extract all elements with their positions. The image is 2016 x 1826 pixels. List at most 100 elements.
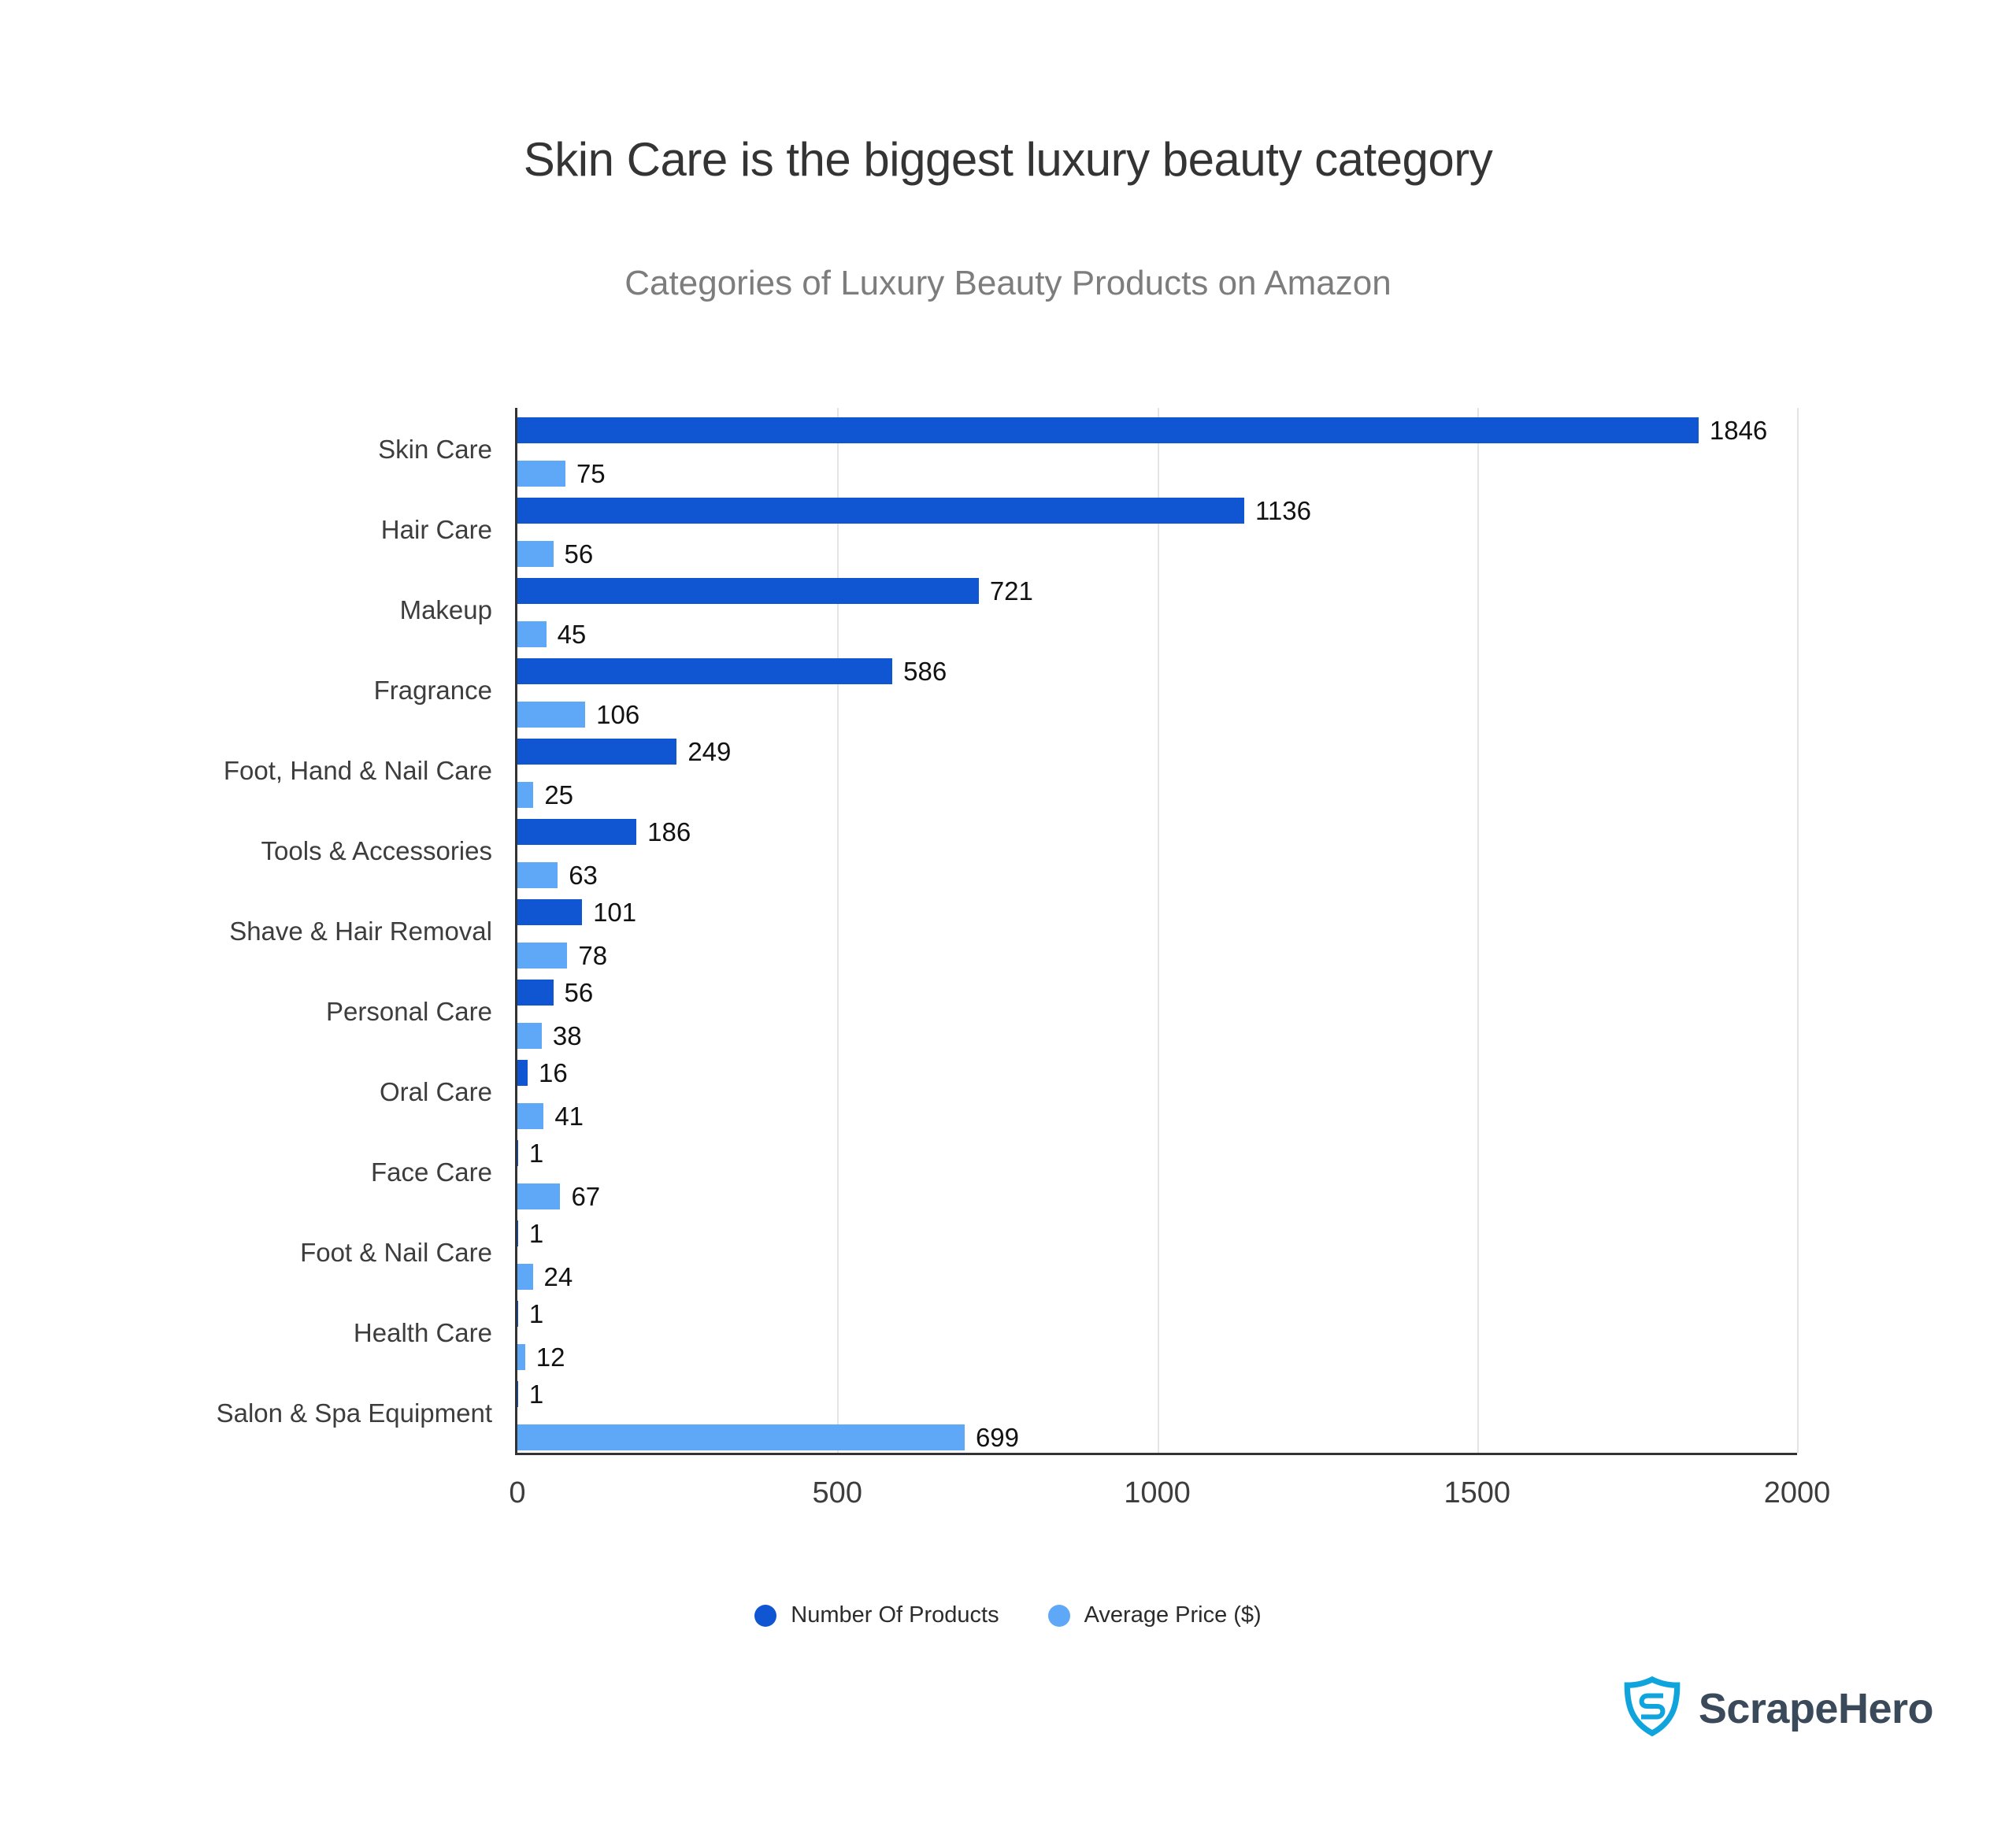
bar-row: Foot & Nail Care 1 24 <box>300 1219 1797 1291</box>
bar-value-label: 1 <box>528 1299 544 1328</box>
bar-products[interactable] <box>517 1301 518 1327</box>
category-label: Personal Care <box>326 997 492 1026</box>
bar-value-label: 186 <box>647 817 691 846</box>
bar-price[interactable] <box>517 1183 561 1209</box>
bar-products[interactable] <box>517 578 979 604</box>
bar-row: Hair Care 1136 56 <box>381 496 1797 569</box>
bar-products[interactable] <box>517 819 637 845</box>
category-label: Tools & Accessories <box>261 836 492 865</box>
bar-products[interactable] <box>517 739 677 765</box>
bar-price[interactable] <box>517 1264 533 1290</box>
bar-products[interactable] <box>517 658 893 684</box>
brand-logo[interactable]: ScrapeHero <box>1621 1676 1934 1741</box>
bar-value-label: 24 <box>543 1262 573 1291</box>
bar-value-label: 67 <box>571 1182 601 1211</box>
bar-value-label: 1 <box>528 1139 544 1168</box>
bar-price[interactable] <box>517 782 534 808</box>
bar-value-label: 56 <box>564 539 594 569</box>
legend-item[interactable]: Average Price ($) <box>1047 1602 1262 1628</box>
category-label: Makeup <box>399 595 492 624</box>
bar-value-label: 586 <box>903 657 947 686</box>
bar-price[interactable] <box>517 862 558 888</box>
bar-row: Personal Care 56 38 <box>326 978 1797 1050</box>
bar-value-label: 699 <box>975 1423 1019 1452</box>
bar-value-label: 16 <box>539 1058 568 1087</box>
bar-value-label: 1 <box>528 1380 544 1409</box>
bar-value-label: 1846 <box>1709 416 1768 445</box>
bar-row: Face Care 1 67 <box>371 1139 1797 1211</box>
bar-price[interactable] <box>517 1023 542 1049</box>
bar-value-label: 56 <box>564 978 594 1007</box>
bar-products[interactable] <box>517 417 1699 443</box>
bar-price[interactable] <box>517 1344 525 1370</box>
bar-value-label: 75 <box>576 459 606 488</box>
bar-price[interactable] <box>517 1424 965 1450</box>
bar-price[interactable] <box>517 1103 544 1129</box>
bar-row: Skin Care 1846 75 <box>378 416 1797 488</box>
legend-label: Number Of Products <box>791 1602 999 1628</box>
bar-row: Makeup 721 45 <box>400 576 1797 649</box>
legend-label: Average Price ($) <box>1084 1602 1262 1628</box>
gridline <box>1477 408 1479 1453</box>
page-title: Skin Care is the biggest luxury beauty c… <box>523 133 1493 186</box>
bar-row: Health Care 1 12 <box>354 1299 1797 1372</box>
bar-products[interactable] <box>517 498 1244 524</box>
bar-value-label: 1136 <box>1255 496 1311 525</box>
x-axis-tick-label: 1000 <box>1124 1476 1191 1509</box>
category-label: Foot & Nail Care <box>300 1238 492 1267</box>
bar-products[interactable] <box>517 980 554 1006</box>
bar-value-label: 12 <box>536 1343 565 1372</box>
category-label: Face Care <box>370 1157 492 1187</box>
bar-row: Shave & Hair Removal 101 78 <box>229 898 1797 970</box>
legend-swatch-icon <box>1047 1604 1070 1627</box>
plot-area: Skin Care 1846 75 Hair Care 1136 56 Makeup 721 4… <box>217 408 1799 1455</box>
bar-value-label: 38 <box>552 1021 582 1050</box>
bar-products[interactable] <box>517 1381 518 1407</box>
bar-price[interactable] <box>517 943 568 969</box>
chart-subtitle: Categories of Luxury Beauty Products on … <box>624 264 1392 302</box>
category-label: Oral Care <box>379 1077 492 1106</box>
legend-item[interactable]: Number Of Products <box>754 1602 999 1628</box>
bar-row: Salon & Spa Equipment 1 699 <box>217 1380 1797 1452</box>
category-label: Hair Care <box>380 515 492 544</box>
bar-row: Oral Care 16 41 <box>380 1058 1797 1131</box>
bar-price[interactable] <box>517 621 547 647</box>
bar-products[interactable] <box>517 1060 528 1086</box>
legend-swatch-icon <box>754 1604 777 1627</box>
category-label: Health Care <box>353 1318 492 1347</box>
x-axis-tick-label: 1500 <box>1443 1476 1511 1509</box>
bar-products[interactable] <box>517 899 583 925</box>
category-label: Skin Care <box>378 435 492 464</box>
bar-value-label: 45 <box>557 620 587 649</box>
category-label: Fragrance <box>373 676 492 705</box>
bar-products[interactable] <box>517 1220 518 1246</box>
shield-s-icon <box>1621 1676 1683 1741</box>
bar-value-label: 721 <box>989 576 1033 606</box>
bar-row: Tools & Accessories 186 63 <box>261 817 1797 890</box>
bar-value-label: 106 <box>596 700 640 729</box>
bar-value-label: 63 <box>569 861 598 890</box>
bar-value-label: 78 <box>578 941 608 970</box>
bar-value-label: 25 <box>544 780 574 809</box>
category-label: Salon & Spa Equipment <box>216 1398 492 1428</box>
bar-value-label: 41 <box>554 1102 584 1131</box>
x-axis-line <box>515 1453 1797 1455</box>
category-label: Shave & Hair Removal <box>229 917 492 946</box>
bar-price[interactable] <box>517 702 586 728</box>
x-axis-tick-label: 0 <box>509 1476 526 1509</box>
bar-price[interactable] <box>517 541 554 567</box>
bar-products[interactable] <box>517 1140 518 1166</box>
chart-legend: Number Of Products Average Price ($) <box>0 1602 2016 1628</box>
x-axis-tick-label: 2000 <box>1763 1476 1831 1509</box>
gridline <box>1157 408 1159 1453</box>
bar-value-label: 1 <box>528 1219 544 1248</box>
bar-value-label: 249 <box>687 737 732 766</box>
category-label: Foot, Hand & Nail Care <box>223 756 492 785</box>
brand-name: ScrapeHero <box>1698 1684 1934 1732</box>
bar-row: Foot, Hand & Nail Care 249 25 <box>224 737 1797 809</box>
gridline <box>837 408 839 1453</box>
y-axis-line <box>515 408 517 1453</box>
bar-price[interactable] <box>517 461 565 487</box>
bar-value-label: 101 <box>593 898 637 927</box>
